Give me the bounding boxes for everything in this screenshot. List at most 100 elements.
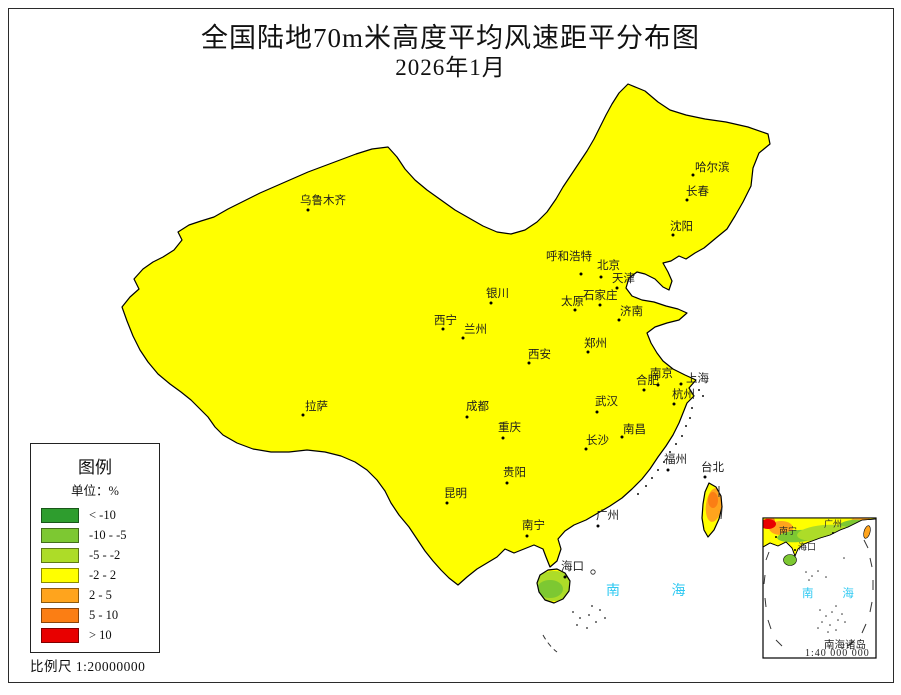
city-label: 成都 xyxy=(466,401,489,413)
legend-entry: -10 - -5 xyxy=(41,528,159,543)
city-dot xyxy=(672,402,676,406)
city-label: 南京 xyxy=(650,368,673,380)
legend-swatch xyxy=(41,608,79,623)
inset-taiwan-island xyxy=(863,525,871,539)
anomaly-blob xyxy=(708,492,718,508)
city-label: 兰州 xyxy=(464,324,487,336)
city-dot xyxy=(306,208,310,212)
city-dot xyxy=(563,575,567,579)
city-dot xyxy=(573,308,577,312)
legend-swatch xyxy=(41,528,79,543)
city-dot xyxy=(586,350,590,354)
city-dot xyxy=(527,361,531,365)
inset-scale-label: 1:40 000 000 xyxy=(805,648,870,659)
scale-label: 比例尺 1:20000000 xyxy=(30,659,146,674)
city-label: 长沙 xyxy=(586,435,609,447)
city-label: 昆明 xyxy=(444,488,467,500)
city-label: 长春 xyxy=(686,186,709,198)
anomaly-blob xyxy=(569,530,611,550)
city-dot xyxy=(832,532,834,534)
legend-entry: 5 - 10 xyxy=(41,608,159,623)
city-dot xyxy=(642,388,646,392)
city-dot xyxy=(505,481,509,485)
inset-islets xyxy=(805,557,846,633)
inset-coast-outline xyxy=(762,517,877,558)
legend-swatch xyxy=(41,588,79,603)
legend-entry: -2 - 2 xyxy=(41,568,159,583)
legend-swatch xyxy=(41,508,79,523)
legend-swatch xyxy=(41,568,79,583)
map-title: 全国陆地70m米高度平均风速距平分布图 xyxy=(200,23,700,53)
city-dot xyxy=(595,410,599,414)
map-subtitle: 2026年1月 xyxy=(395,55,506,80)
city-label: 乌鲁木齐 xyxy=(300,195,346,207)
legend-entry-label: > 10 xyxy=(89,628,112,642)
city-label: 西宁 xyxy=(434,315,457,327)
city-label: 太原 xyxy=(561,296,584,308)
anomaly-blob xyxy=(640,75,656,83)
city-dot xyxy=(579,272,583,276)
south-sea-islets xyxy=(572,569,606,629)
city-dot xyxy=(794,549,796,551)
city-label: 济南 xyxy=(620,306,643,318)
city-label: 西安 xyxy=(528,349,551,361)
legend-entry-label: -5 - -2 xyxy=(89,548,121,562)
city-dot xyxy=(598,303,602,307)
inset-south-china-sea-label: 南 海 xyxy=(802,588,867,600)
legend-panel: 图例 单位：% < -10 -10 - -5 -5 - -2 -2 - 2 2 - 5 5… xyxy=(30,443,160,653)
city-label: 哈尔滨 xyxy=(695,162,730,174)
city-dot xyxy=(775,536,777,538)
legend-entry: 2 - 5 xyxy=(41,588,159,603)
city-label: 海口 xyxy=(561,561,584,573)
legend-unit: 单位：% xyxy=(71,484,119,498)
city-dot xyxy=(596,524,600,528)
legend-entry-label: 2 - 5 xyxy=(89,588,112,602)
nine-dash-line-marks xyxy=(542,486,723,653)
city-dot xyxy=(617,318,621,322)
legend-entry-label: -2 - 2 xyxy=(89,568,117,582)
city-label: 南昌 xyxy=(623,424,646,436)
legend-entries: < -10 -10 - -5 -5 - -2 -2 - 2 2 - 5 5 - 10 > 1… xyxy=(41,508,159,643)
inset-map xyxy=(762,517,877,659)
legend-swatch xyxy=(41,628,79,643)
city-label: 南宁 xyxy=(522,520,545,532)
city-dot xyxy=(525,534,529,538)
city-label: 武汉 xyxy=(595,396,618,408)
city-label: 南宁 xyxy=(779,526,798,536)
city-label: 石家庄 xyxy=(583,290,618,302)
city-label: 重庆 xyxy=(498,422,521,434)
south-china-sea-label: 南 海 xyxy=(606,584,710,599)
city-label: 郑州 xyxy=(584,338,607,350)
city-label: 海口 xyxy=(798,542,817,552)
city-dot xyxy=(656,383,660,387)
city-dot xyxy=(666,468,670,472)
city-label: 福州 xyxy=(664,454,687,466)
anomaly-blob xyxy=(537,580,563,598)
city-label: 广州 xyxy=(596,510,619,522)
city-dot xyxy=(599,275,603,279)
inset-nine-dash-line xyxy=(763,539,874,647)
city-dot xyxy=(461,336,465,340)
city-label: 台北 xyxy=(701,462,724,474)
city-dot xyxy=(441,327,445,331)
coastline-outlines xyxy=(121,83,771,604)
legend-entry-label: -10 - -5 xyxy=(89,528,127,542)
anomaly-blob xyxy=(187,188,205,200)
city-dot xyxy=(584,447,588,451)
city-label: 沈阳 xyxy=(670,221,693,233)
city-label: 呼和浩特 xyxy=(546,251,592,263)
legend-entry-label: 5 - 10 xyxy=(89,608,119,622)
city-label: 天津 xyxy=(612,273,635,285)
inset-hainan-island xyxy=(783,554,797,566)
city-dot xyxy=(615,286,619,290)
city-dot xyxy=(671,233,675,237)
city-dot xyxy=(301,413,305,417)
city-label: 合肥 xyxy=(636,375,659,387)
city-label: 广州 xyxy=(824,519,843,529)
legend-entry: < -10 xyxy=(41,508,159,523)
coastal-island-dots xyxy=(637,389,704,495)
legend-swatch xyxy=(41,548,79,563)
anomaly-blob xyxy=(763,519,776,529)
city-label: 北京 xyxy=(597,260,620,272)
